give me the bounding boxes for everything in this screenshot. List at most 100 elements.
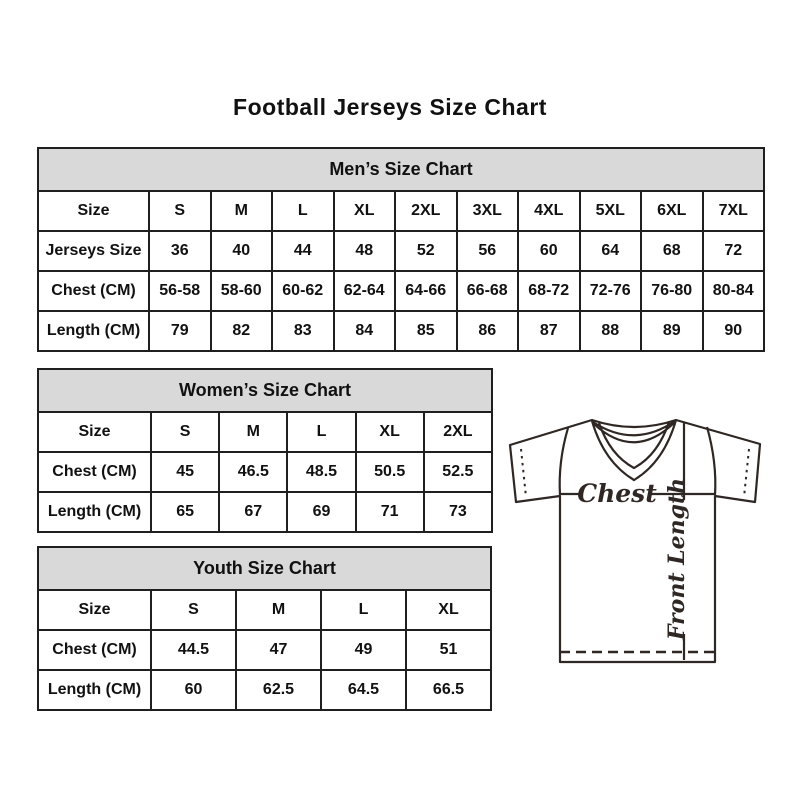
mens-cell: 60-62 <box>271 270 335 312</box>
jersey-diagram-icon: Chest Front Length <box>508 418 762 664</box>
mens-cell: 66-68 <box>455 270 519 312</box>
mens-cell: 3XL <box>455 190 519 232</box>
mens-cell: 72 <box>701 230 765 272</box>
youth-row-2: Length (CM) 60 62.5 64.5 66.5 <box>37 669 492 711</box>
mens-cell: 2XL <box>394 190 458 232</box>
womens-table-title: Women’s Size Chart <box>37 368 493 413</box>
youth-table-title: Youth Size Chart <box>37 546 492 591</box>
collar-v-inner <box>597 421 671 470</box>
youth-row-1: Chest (CM) 44.5 47 49 51 <box>37 629 492 671</box>
mens-cell: 58-60 <box>209 270 273 312</box>
mens-cell: 88 <box>578 310 642 352</box>
right-cuff-stitch <box>743 448 750 498</box>
left-sleeve-seam <box>558 427 570 496</box>
mens-cell: 60 <box>517 230 581 272</box>
mens-cell: 6XL <box>640 190 704 232</box>
womens-row-1: Chest (CM) 45 46.5 48.5 50.5 52.5 <box>37 451 494 493</box>
youth-cell: XL <box>405 589 492 631</box>
youth-row-label: Chest (CM) <box>37 629 152 671</box>
youth-cell: S <box>150 589 237 631</box>
mens-cell: 64 <box>578 230 642 272</box>
mens-header-row: Men’s Size Chart <box>37 147 765 192</box>
youth-cell: 47 <box>235 629 322 671</box>
womens-cell: 73 <box>422 491 494 533</box>
youth-cell: 64.5 <box>320 669 407 711</box>
womens-cell: XL <box>354 411 425 453</box>
womens-size-table: Women’s Size Chart Size S M L XL 2XL Chest (CM)… <box>37 368 494 533</box>
womens-header-row: Women’s Size Chart <box>37 368 493 413</box>
mens-cell: 40 <box>209 230 273 272</box>
mens-row-label: Length (CM) <box>37 310 150 352</box>
jersey-measurement-diagram: Chest Front Length <box>504 407 770 673</box>
womens-cell: 45 <box>149 451 221 493</box>
womens-cell: 69 <box>286 491 357 533</box>
youth-cell: M <box>235 589 322 631</box>
youth-cell: L <box>320 589 407 631</box>
mens-cell: 62-64 <box>332 270 396 312</box>
mens-cell: 87 <box>517 310 581 352</box>
mens-cell: 90 <box>701 310 765 352</box>
youth-cell: 62.5 <box>235 669 322 711</box>
mens-row-label: Size <box>37 190 150 232</box>
womens-cell: M <box>218 411 289 453</box>
mens-cell: 64-66 <box>394 270 458 312</box>
mens-table-title: Men’s Size Chart <box>37 147 765 192</box>
womens-row-label: Size <box>37 411 152 453</box>
mens-cell: 4XL <box>517 190 581 232</box>
mens-cell: 56-58 <box>148 270 212 312</box>
mens-cell: 72-76 <box>578 270 642 312</box>
mens-cell: 85 <box>394 310 458 352</box>
mens-cell: 68-72 <box>517 270 581 312</box>
mens-cell: M <box>209 190 273 232</box>
mens-cell: 83 <box>271 310 335 352</box>
womens-row-2: Length (CM) 65 67 69 71 73 <box>37 491 494 533</box>
youth-cell: 49 <box>320 629 407 671</box>
womens-cell: 48.5 <box>286 451 357 493</box>
mens-size-table: Men’s Size Chart Size S M L XL 2XL 3XL 4XL 5XL 6XL… <box>37 147 765 352</box>
mens-cell: 5XL <box>578 190 642 232</box>
mens-cell: 80-84 <box>701 270 765 312</box>
mens-row-3: Length (CM) 79 82 83 84 85 86 87 88 89 90 <box>37 310 765 352</box>
youth-row-label: Size <box>37 589 152 631</box>
youth-size-table: Youth Size Chart Size S M L XL Chest (CM) 44.5 4… <box>37 546 492 711</box>
mens-cell: 84 <box>332 310 396 352</box>
chest-label: Chest <box>577 479 657 508</box>
youth-row-0: Size S M L XL <box>37 589 492 631</box>
womens-cell: 50.5 <box>354 451 425 493</box>
right-sleeve-seam <box>705 426 717 496</box>
womens-cell: 65 <box>149 491 221 533</box>
youth-row-label: Length (CM) <box>37 669 152 711</box>
page-title: Football Jerseys Size Chart <box>233 94 547 120</box>
mens-cell: 68 <box>640 230 704 272</box>
mens-cell: 52 <box>394 230 458 272</box>
womens-cell: S <box>149 411 221 453</box>
womens-cell: 67 <box>218 491 289 533</box>
left-cuff-stitch <box>520 448 527 498</box>
mens-cell: 89 <box>640 310 704 352</box>
womens-cell: L <box>286 411 357 453</box>
mens-cell: 7XL <box>701 190 765 232</box>
womens-row-label: Length (CM) <box>37 491 152 533</box>
mens-row-label: Chest (CM) <box>37 270 150 312</box>
youth-cell: 51 <box>405 629 492 671</box>
front-length-label: Front Length <box>664 478 690 641</box>
jersey-outline <box>508 418 762 664</box>
womens-cell: 52.5 <box>422 451 494 493</box>
mens-cell: 76-80 <box>640 270 704 312</box>
mens-row-0: Size S M L XL 2XL 3XL 4XL 5XL 6XL 7XL <box>37 190 765 232</box>
womens-cell: 71 <box>354 491 425 533</box>
youth-cell: 60 <box>150 669 237 711</box>
mens-cell: L <box>271 190 335 232</box>
mens-cell: 44 <box>271 230 335 272</box>
youth-cell: 44.5 <box>150 629 237 671</box>
mens-cell: 56 <box>455 230 519 272</box>
mens-cell: 79 <box>148 310 212 352</box>
mens-row-2: Chest (CM) 56-58 58-60 60-62 62-64 64-66 66-68… <box>37 270 765 312</box>
mens-cell: XL <box>332 190 396 232</box>
mens-row-label: Jerseys Size <box>37 230 150 272</box>
mens-cell: 86 <box>455 310 519 352</box>
womens-row-label: Chest (CM) <box>37 451 152 493</box>
womens-row-0: Size S M L XL 2XL <box>37 411 494 453</box>
mens-cell: S <box>148 190 212 232</box>
mens-cell: 48 <box>332 230 396 272</box>
